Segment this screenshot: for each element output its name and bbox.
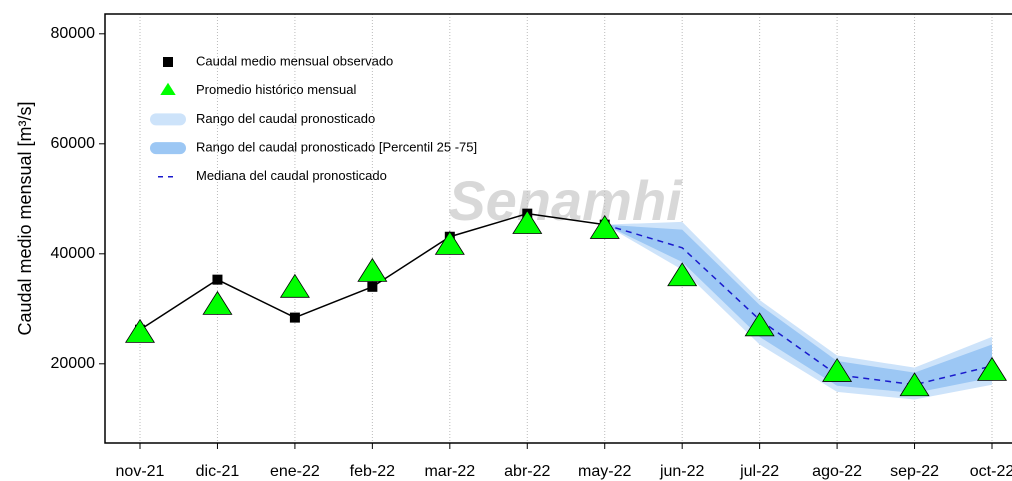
x-tick-label: sep-22 xyxy=(890,463,939,480)
y-tick-label: 60000 xyxy=(51,135,96,152)
median-line xyxy=(604,223,993,386)
historical-point xyxy=(124,318,156,343)
y-axis-label: Caudal medio mensual [m³/s] xyxy=(15,101,35,335)
observed-point xyxy=(367,281,378,292)
watermark: Senamhi xyxy=(448,169,683,232)
historical-point xyxy=(202,290,233,315)
x-tick-label: dic-21 xyxy=(196,463,240,480)
x-tick-label: may-22 xyxy=(578,463,631,480)
plot-frame xyxy=(104,13,1012,444)
legend-symbol xyxy=(163,57,173,67)
legend-symbol xyxy=(160,82,176,95)
historical-point xyxy=(667,262,698,287)
legend-label: Rango del caudal pronosticado xyxy=(196,111,375,126)
x-tick-label: mar-22 xyxy=(424,463,475,480)
historical-point xyxy=(822,357,853,382)
historical-point xyxy=(976,356,1008,381)
x-tick-label: feb-22 xyxy=(350,463,395,480)
observed-point xyxy=(212,274,223,285)
forecast-band xyxy=(604,224,992,393)
x-tick-label: jun-22 xyxy=(659,463,705,480)
y-tick-label: 40000 xyxy=(51,245,96,262)
historical-point xyxy=(589,214,620,239)
historical-point xyxy=(357,257,388,282)
y-tick-label: 20000 xyxy=(51,355,96,372)
legend-label: Caudal medio mensual observado xyxy=(196,53,393,68)
x-tick-label: jul-22 xyxy=(739,463,779,480)
x-tick-label: abr-22 xyxy=(504,463,550,480)
historical-point xyxy=(512,209,543,234)
legend-label: Rango del caudal pronosticado [Percentil… xyxy=(196,140,477,155)
historical-point xyxy=(744,312,775,337)
x-tick-label: oct-22 xyxy=(970,463,1012,480)
x-tick-label: ago-22 xyxy=(812,463,862,480)
historical-point xyxy=(899,372,930,397)
x-tick-label: ene-22 xyxy=(270,463,320,480)
historical-point xyxy=(279,273,310,298)
legend-label: Mediana del caudal pronosticado xyxy=(196,168,387,183)
y-tick-label: 80000 xyxy=(51,25,96,42)
legend-label: Promedio histórico mensual xyxy=(196,82,357,97)
plot-area xyxy=(124,208,1008,400)
observed-point xyxy=(289,312,300,323)
x-tick-label: nov-21 xyxy=(116,463,165,480)
historical-point xyxy=(434,230,465,255)
